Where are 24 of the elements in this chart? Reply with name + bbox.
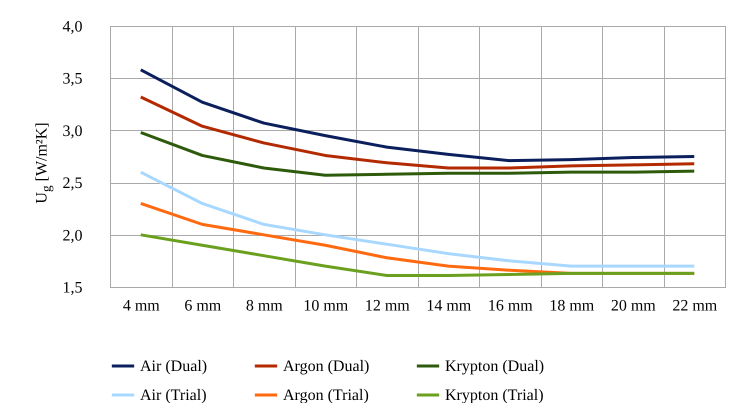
y-tick-label: 1,5 — [62, 280, 82, 296]
y-tick-label: 4,0 — [62, 18, 82, 36]
y-tick-label: 3,5 — [62, 70, 82, 88]
x-tick-label: 14 mm — [426, 298, 472, 314]
line-series — [139, 68, 696, 162]
x-tick-label: 16 mm — [488, 298, 534, 314]
x-tick-label: 20 mm — [610, 298, 656, 314]
y-tick-label: 2,0 — [62, 227, 82, 244]
x-tick-label: 6 mm — [184, 298, 222, 314]
y-tick-label: 3,0 — [62, 122, 82, 140]
line-series — [139, 95, 696, 170]
legend-label: Krypton (Dual) — [445, 358, 544, 375]
line-series — [139, 170, 696, 268]
line-series — [139, 233, 696, 278]
x-tick-label: 8 mm — [246, 298, 284, 314]
x-tick-label: 22 mm — [672, 298, 718, 314]
line-series — [139, 130, 696, 177]
y-tick-label: 2,5 — [62, 175, 82, 192]
x-tick-label: 18 mm — [549, 298, 595, 314]
x-tick-label: 12 mm — [364, 298, 410, 314]
legend-label: Air (Dual) — [140, 358, 208, 375]
x-tick-label: 4 mm — [122, 298, 160, 314]
x-tick-label: 10 mm — [303, 298, 349, 314]
legend-label: Argon (Dual) — [283, 358, 370, 375]
